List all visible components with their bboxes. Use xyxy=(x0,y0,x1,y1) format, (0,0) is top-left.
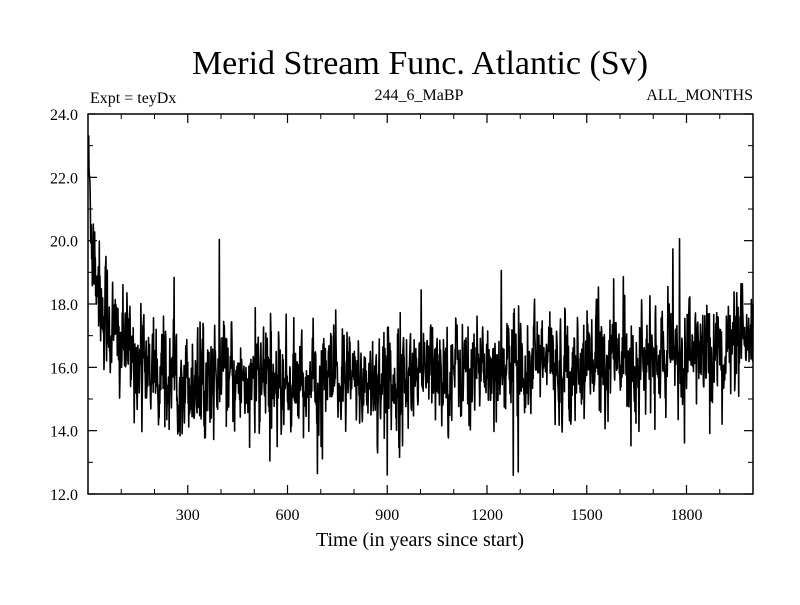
x-tick-label-0: 300 xyxy=(176,507,200,524)
y-tick-label-5: 22.0 xyxy=(50,170,78,187)
x-tick-label-1: 600 xyxy=(276,507,300,524)
x-tick-label-3: 1200 xyxy=(471,507,503,524)
chart-title: Merid Stream Func. Atlantic (Sv) xyxy=(192,45,648,82)
chart-subtitle-center: 244_6_MaBP xyxy=(375,87,464,104)
y-tick-label-4: 20.0 xyxy=(50,234,78,251)
y-tick-label-2: 16.0 xyxy=(50,360,78,377)
plot-area: 300 600 900 1200 1500 1800 12.0 14.0 16.0 18.0 20.… xyxy=(50,107,754,524)
x-tick-label-4: 1500 xyxy=(571,507,603,524)
x-tick-label-2: 900 xyxy=(375,507,399,524)
y-tick-label-1: 14.0 xyxy=(50,424,78,441)
series-line xyxy=(87,135,754,477)
y-tick-label-6: 24.0 xyxy=(50,107,78,124)
x-tick-label-5: 1800 xyxy=(671,507,703,524)
x-axis-label: Time (in years since start) xyxy=(316,529,524,551)
chart-subtitle-right: ALL_MONTHS xyxy=(646,87,753,104)
y-tick-label-0: 12.0 xyxy=(50,487,78,504)
y-tick-label-3: 18.0 xyxy=(50,297,78,314)
chart-subtitle-left: Expt = teyDx xyxy=(90,90,176,107)
